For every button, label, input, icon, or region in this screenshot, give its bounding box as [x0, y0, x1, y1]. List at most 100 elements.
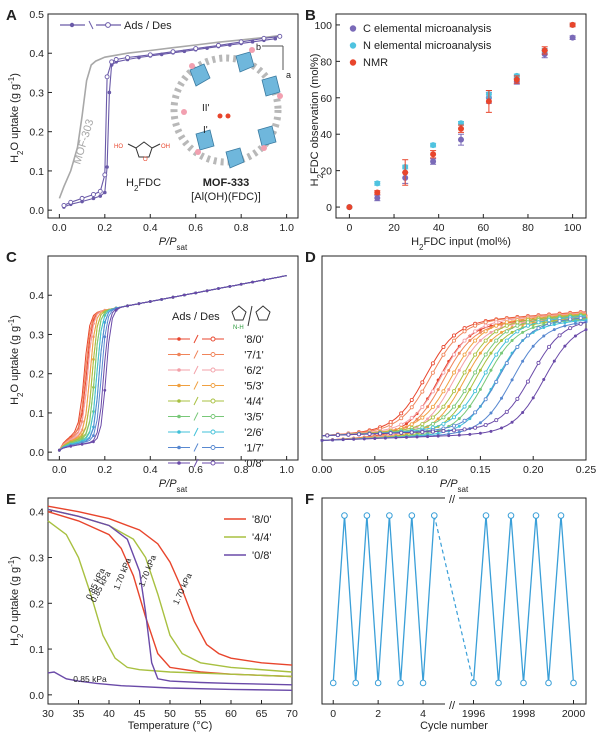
ads-point — [478, 387, 482, 391]
des-point — [113, 57, 119, 62]
ads-point — [415, 435, 419, 439]
ads-point — [228, 285, 232, 288]
y-tick-label: 0.1 — [29, 166, 44, 178]
legend-marker-ads — [177, 383, 181, 388]
des-point — [399, 422, 404, 427]
panel-a-plot: 0.0 0.2 0.4 0.6 0.8 1.0 0.0 0.1 0.2 0.3 0.4 0.5 — [29, 9, 294, 234]
cycle-point — [329, 679, 337, 687]
x-tick-label: 70 — [286, 708, 298, 720]
legend-marker — [349, 25, 357, 32]
ads-point — [160, 297, 164, 301]
ads-point — [521, 410, 525, 414]
des-point — [494, 352, 499, 357]
ads-point — [489, 411, 493, 415]
ads-point — [148, 300, 152, 303]
ads-point — [373, 437, 377, 441]
des-point — [547, 344, 552, 349]
des-point — [430, 389, 435, 394]
des-point — [441, 415, 446, 420]
desorption-curve — [47, 505, 293, 666]
des-point — [420, 380, 425, 385]
data-point-2 — [485, 98, 492, 105]
mof333-formula: [Al(OH)(FDC)] — [191, 191, 261, 203]
des-point — [504, 338, 509, 343]
ads-point — [137, 302, 141, 306]
x-tick-label: 65 — [256, 708, 268, 720]
des-point — [525, 323, 530, 328]
ads-point — [478, 339, 482, 343]
des-point — [91, 192, 96, 197]
des-point — [462, 404, 467, 409]
structure-ring — [170, 54, 282, 166]
mof303-isotherm-line — [58, 34, 280, 199]
legend-marker-ads — [177, 414, 181, 419]
ads-point — [468, 432, 472, 436]
des-point — [399, 430, 404, 435]
y-tick-label: 0.3 — [29, 553, 44, 565]
des-point — [388, 431, 393, 436]
x-tick-label: 0.2 — [98, 464, 113, 476]
legend-label: '3/5' — [244, 412, 264, 424]
ads-point — [489, 429, 493, 433]
ads-point — [250, 40, 255, 44]
data-point-2 — [569, 21, 576, 28]
des-point — [409, 415, 414, 420]
des-point — [568, 317, 573, 322]
ads-point — [521, 359, 525, 363]
data-point-2 — [541, 47, 548, 54]
ads-point — [436, 417, 440, 421]
ads-point — [426, 405, 430, 409]
cycle-point — [482, 512, 490, 519]
acid-ho-label: HO — [114, 144, 123, 150]
legend-marker-des — [210, 460, 216, 466]
ads-point — [137, 55, 141, 60]
x-tick-label: 0.25 — [576, 464, 597, 476]
x-tick-label: 0.2 — [98, 222, 113, 234]
ads-point — [500, 426, 504, 430]
des-point — [441, 370, 446, 375]
y-tick-label: 20 — [320, 166, 332, 178]
ads-point — [436, 388, 440, 392]
ads-point — [171, 295, 175, 299]
ads-point — [573, 334, 577, 338]
cycle-point — [374, 679, 382, 687]
x-tick-label: 0.4 — [143, 464, 158, 476]
des-point — [557, 319, 562, 324]
panel-e-ylabel: H2O uptake (g g-1) — [7, 556, 25, 646]
legend-marker-des — [210, 398, 216, 404]
des-point — [420, 389, 425, 394]
bond — [127, 143, 137, 149]
des-point — [451, 415, 456, 420]
des-point — [578, 321, 583, 326]
bottom-break-mark: // — [449, 700, 456, 712]
des-point — [494, 329, 499, 334]
des-point — [430, 361, 435, 366]
des-point — [494, 338, 499, 343]
oxygen-atom — [189, 63, 195, 69]
bond — [151, 143, 161, 149]
ads-point — [107, 90, 112, 95]
ads-point — [91, 196, 96, 201]
x-tick-label: 40 — [103, 708, 115, 720]
oxygen-atom — [195, 149, 201, 155]
x-tick-label: 60 — [225, 708, 237, 720]
ads-point — [468, 339, 472, 343]
ads-point — [239, 282, 243, 286]
x-tick-label: 2000 — [562, 708, 586, 720]
data-point-1 — [374, 180, 381, 187]
x-tick-label: 2 — [375, 708, 381, 720]
ads-point — [563, 321, 567, 325]
data-point-2 — [402, 169, 409, 176]
cycle-point — [557, 512, 565, 519]
ads-point — [573, 319, 577, 323]
ads-point — [457, 404, 461, 408]
acid-oh-label: OH — [161, 144, 170, 150]
ads-point — [447, 434, 451, 438]
cycle-point — [419, 679, 427, 687]
ads-point — [500, 396, 504, 400]
legend-marker-des — [210, 414, 216, 419]
cycle-point — [363, 512, 371, 519]
des-point — [109, 59, 115, 65]
ads-point — [447, 388, 451, 392]
